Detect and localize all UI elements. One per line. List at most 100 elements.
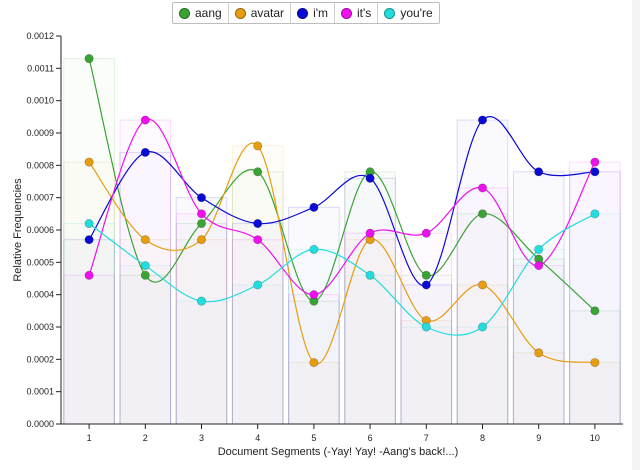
line-avatar <box>88 142 596 365</box>
x-tick-label: 10 <box>590 433 600 443</box>
legend-label: i'm <box>313 6 329 20</box>
legend-label: you're <box>400 6 433 20</box>
point-aang-10[interactable] <box>590 306 600 316</box>
x-tick-label: 2 <box>143 433 148 443</box>
bar-youre-8 <box>456 326 509 425</box>
point-youre-7[interactable] <box>421 322 431 332</box>
axes: 0.0000 0.0001 0.0002 0.0003 0.0004 0.0005 0.00… <box>26 31 623 443</box>
line-its <box>88 118 596 296</box>
point-im-8[interactable] <box>477 115 487 125</box>
y-tick-label: 0.0005 <box>26 257 54 267</box>
bar-youre-2 <box>119 265 172 425</box>
point-youre-5[interactable] <box>309 244 319 254</box>
point-its-3[interactable] <box>197 209 207 219</box>
point-its-2[interactable] <box>140 115 150 125</box>
y-tick-label: 0.0001 <box>26 387 54 397</box>
y-axis-label: Relative Frequencies <box>12 178 24 282</box>
point-im-4[interactable] <box>253 219 263 229</box>
series-points <box>84 54 600 368</box>
y-tick-label: 0.0003 <box>26 322 54 332</box>
bar-youre-1 <box>63 223 115 425</box>
point-avatar-1[interactable] <box>84 157 94 167</box>
bar-youre-7 <box>400 326 453 425</box>
point-avatar-10[interactable] <box>590 358 600 368</box>
point-avatar-2[interactable] <box>140 235 150 245</box>
legend-item-avatar[interactable]: avatar <box>229 3 292 23</box>
point-youre-4[interactable] <box>253 280 263 290</box>
point-youre-6[interactable] <box>365 270 375 280</box>
x-tick-label: 3 <box>199 433 204 443</box>
y-tick-label: 0.0002 <box>26 354 54 364</box>
legend-item-aang[interactable]: aang <box>173 3 229 23</box>
y-tick-label: 0.0012 <box>26 31 54 41</box>
legend-swatch-icon <box>341 7 353 19</box>
point-avatar-3[interactable] <box>197 235 207 245</box>
y-tick-label: 0.0000 <box>26 419 54 429</box>
point-aang-7[interactable] <box>421 270 431 280</box>
point-its-1[interactable] <box>84 270 94 280</box>
point-avatar-4[interactable] <box>253 141 263 151</box>
legend-label: aang <box>195 6 222 20</box>
point-its-8[interactable] <box>477 183 487 193</box>
x-tick-label: 5 <box>311 433 316 443</box>
point-its-6[interactable] <box>365 228 375 238</box>
point-im-3[interactable] <box>197 193 207 203</box>
legend-swatch-icon <box>234 7 246 19</box>
y-tick-label: 0.0011 <box>27 63 54 73</box>
x-tick-label: 8 <box>480 433 485 443</box>
y-tick-label: 0.0007 <box>26 193 54 203</box>
point-youre-1[interactable] <box>84 219 94 229</box>
point-im-1[interactable] <box>84 235 94 245</box>
point-im-10[interactable] <box>590 167 600 177</box>
point-im-2[interactable] <box>140 147 150 157</box>
point-im-9[interactable] <box>534 167 544 177</box>
y-tick-label: 0.0008 <box>26 160 54 170</box>
point-youre-10[interactable] <box>590 209 600 219</box>
legend-item-im[interactable]: i'm <box>291 3 336 23</box>
bar-youre-4 <box>231 284 284 425</box>
legend-swatch-icon <box>297 7 309 19</box>
point-its-9[interactable] <box>534 261 544 271</box>
point-avatar-5[interactable] <box>309 358 319 368</box>
y-tick-label: 0.0006 <box>26 225 54 235</box>
y-tick-label: 0.0009 <box>26 128 54 138</box>
x-tick-label: 7 <box>424 433 429 443</box>
point-im-7[interactable] <box>421 280 431 290</box>
legend-item-its[interactable]: it's <box>335 3 379 23</box>
point-its-10[interactable] <box>590 157 600 167</box>
point-youre-2[interactable] <box>140 261 150 271</box>
x-tick-label: 1 <box>87 433 92 443</box>
bar-youre-5 <box>288 248 340 425</box>
scrollbar[interactable] <box>632 0 640 470</box>
x-tick-label: 9 <box>536 433 541 443</box>
point-aang-2[interactable] <box>140 270 150 280</box>
x-tick-label: 4 <box>255 433 260 443</box>
point-im-5[interactable] <box>309 202 319 212</box>
point-its-5[interactable] <box>309 290 319 300</box>
legend-label: it's <box>357 6 372 20</box>
y-tick-label: 0.0004 <box>26 290 54 300</box>
point-aang-3[interactable] <box>197 219 207 229</box>
x-tick-label: 6 <box>368 433 373 443</box>
legend-swatch-icon <box>384 7 396 19</box>
bar-youre-3 <box>175 300 228 425</box>
point-aang-1[interactable] <box>84 54 94 64</box>
point-im-6[interactable] <box>365 173 375 183</box>
point-aang-4[interactable] <box>253 167 263 177</box>
point-avatar-8[interactable] <box>477 280 487 290</box>
legend-label: avatar <box>250 6 285 20</box>
point-its-4[interactable] <box>253 235 263 245</box>
legend-item-youre[interactable]: you're <box>378 3 438 23</box>
point-aang-8[interactable] <box>477 209 487 219</box>
point-avatar-9[interactable] <box>534 348 544 358</box>
point-youre-8[interactable] <box>477 322 487 332</box>
point-youre-3[interactable] <box>197 296 207 306</box>
bar-youre-6 <box>344 274 396 425</box>
point-its-7[interactable] <box>421 228 431 238</box>
x-axis-label: Document Segments (-Yay! Yay! -Aang's ba… <box>218 446 459 458</box>
point-youre-9[interactable] <box>534 244 544 254</box>
line-youre <box>88 213 596 336</box>
y-tick-label: 0.0010 <box>26 96 54 106</box>
bar-youre-10 <box>569 213 621 425</box>
legend-swatch-icon <box>179 7 190 19</box>
